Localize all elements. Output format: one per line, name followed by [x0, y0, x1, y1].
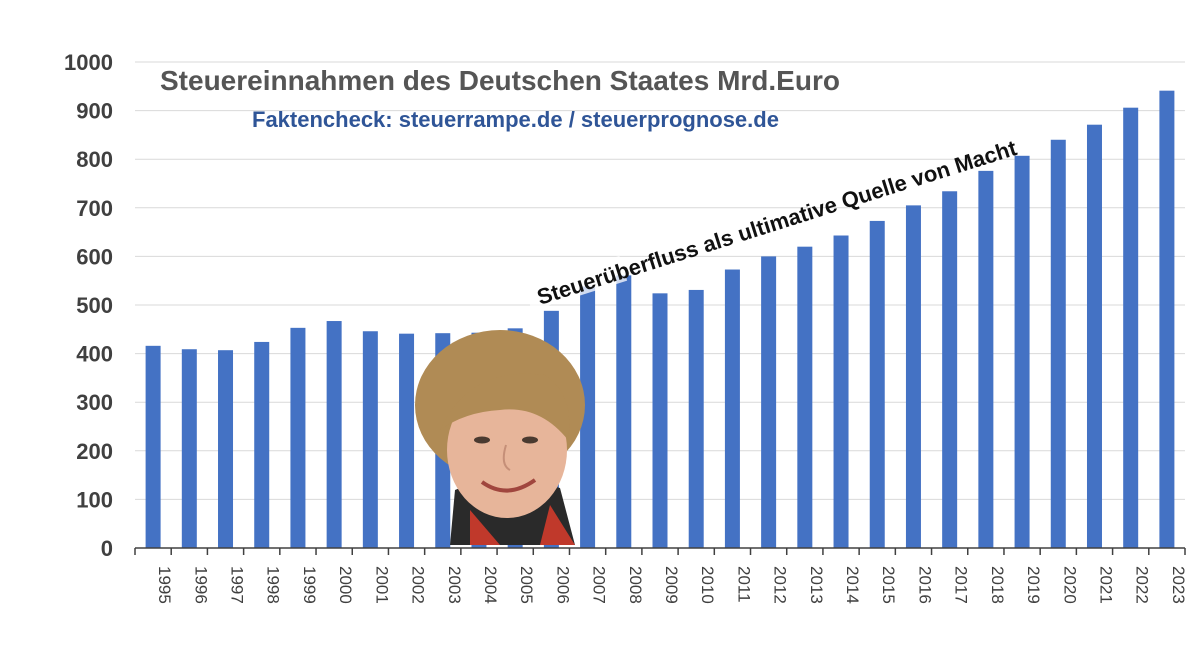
- portrait-fringe: [440, 373, 570, 440]
- y-tick-labels: 0 100 200 300 400 500 600 700 800 900 1000: [64, 50, 113, 561]
- portrait-eye-left: [474, 436, 490, 444]
- x-tick-label: 2010: [698, 566, 717, 604]
- chart-subtitle: Faktencheck: steuerrampe.de / steuerprog…: [252, 107, 779, 132]
- bar-1997: [218, 350, 234, 548]
- x-tick-label: 2023: [1169, 566, 1188, 604]
- bar-2018: [978, 170, 994, 548]
- x-tick-label: 2001: [372, 566, 391, 604]
- x-tick-label: 2018: [988, 566, 1007, 604]
- bar-2019: [1014, 155, 1030, 548]
- bar-1995: [145, 345, 161, 548]
- portrait-collar: [470, 505, 575, 545]
- annotation-highlight: [523, 255, 628, 311]
- x-tick-label: 2002: [409, 566, 428, 604]
- bar-2008: [616, 275, 632, 548]
- x-tick-label: 2016: [915, 566, 934, 604]
- x-tick-label: 2017: [952, 566, 971, 604]
- bar-2015: [869, 220, 885, 548]
- bar-2023: [1159, 90, 1175, 548]
- axes: [134, 547, 1186, 555]
- bar-1996: [181, 349, 197, 548]
- x-tick-label: 2000: [336, 566, 355, 604]
- bar-2021: [1086, 124, 1102, 548]
- y-tick-label: 300: [76, 390, 113, 415]
- bar-2013: [797, 246, 813, 548]
- y-tick-label: 800: [76, 147, 113, 172]
- bar-2010: [688, 289, 704, 548]
- bar-1999: [290, 327, 306, 548]
- y-tick-label: 1000: [64, 50, 113, 75]
- y-tick-label: 900: [76, 99, 113, 124]
- x-tick-label: 2004: [481, 566, 500, 604]
- x-tick-label: 1998: [264, 566, 283, 604]
- x-tick-label: 2021: [1096, 566, 1115, 604]
- x-tick-label: 2009: [662, 566, 681, 604]
- x-tick-label: 2013: [807, 566, 826, 604]
- x-tick-label: 2019: [1024, 566, 1043, 604]
- x-tick-label: 2015: [879, 566, 898, 604]
- bar-2011: [724, 269, 740, 548]
- person-portrait-photo: [415, 330, 585, 545]
- x-tick-label: 1999: [300, 566, 319, 604]
- portrait-nose: [502, 444, 511, 471]
- bar-2012: [761, 256, 777, 548]
- portrait-face: [447, 382, 567, 518]
- x-tick-label: 2007: [590, 566, 609, 604]
- bar-2007: [580, 286, 596, 548]
- y-tick-label: 0: [101, 536, 113, 561]
- annotation-backdrop: [523, 255, 628, 311]
- x-tick-label: 2008: [626, 566, 645, 604]
- x-tick-label: 2003: [445, 566, 464, 604]
- bar-1998: [254, 341, 270, 548]
- y-tick-label: 600: [76, 244, 113, 269]
- y-tick-label: 100: [76, 487, 113, 512]
- bar-series: [145, 90, 1175, 549]
- bar-2016: [905, 205, 921, 548]
- x-tick-label: 2005: [517, 566, 536, 604]
- x-tick-labels: 1995 1996 1997 1998 1999 2000 2001 2002 2003 2004…: [155, 566, 1188, 604]
- y-tick-label: 200: [76, 439, 113, 464]
- portrait-mouth: [480, 478, 537, 493]
- bar-2022: [1123, 107, 1139, 549]
- x-tick-label: 2012: [771, 566, 790, 604]
- x-tick-label: 2014: [843, 566, 862, 604]
- bar-2014: [833, 235, 849, 548]
- bar-2020: [1050, 139, 1066, 548]
- y-tick-label: 500: [76, 293, 113, 318]
- x-tick-label: 2006: [553, 566, 572, 604]
- bar-2009: [652, 293, 668, 548]
- x-tick-label: 1997: [228, 566, 247, 604]
- bar-2017: [942, 191, 958, 548]
- chart-title: Steuereinnahmen des Deutschen Staates Mr…: [160, 65, 840, 96]
- bar-2002: [399, 333, 415, 548]
- bar-2001: [362, 331, 378, 548]
- y-tick-label: 700: [76, 196, 113, 221]
- x-tick-label: 1995: [155, 566, 174, 604]
- y-tick-label: 400: [76, 342, 113, 367]
- portrait-eye-right: [522, 436, 538, 444]
- bar-2000: [326, 321, 342, 548]
- x-tick-label: 2022: [1133, 566, 1152, 604]
- x-tick-label: 2011: [734, 566, 753, 603]
- x-tick-label: 1996: [191, 566, 210, 604]
- x-tick-label: 2020: [1060, 566, 1079, 604]
